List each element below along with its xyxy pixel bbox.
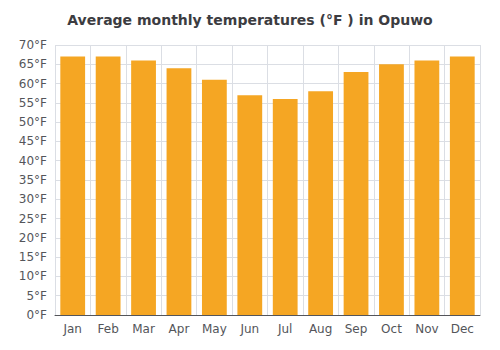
svg-text:65°F: 65°F [19, 57, 47, 71]
svg-text:60°F: 60°F [19, 77, 47, 91]
svg-text:0°F: 0°F [26, 308, 47, 322]
svg-text:20°F: 20°F [19, 231, 47, 245]
svg-text:Feb: Feb [98, 322, 119, 336]
svg-text:Aug: Aug [309, 322, 332, 336]
svg-text:Jun: Jun [239, 322, 259, 336]
svg-text:Oct: Oct [381, 322, 402, 336]
svg-text:25°F: 25°F [19, 212, 47, 226]
svg-text:Apr: Apr [169, 322, 190, 336]
svg-text:Sep: Sep [345, 322, 368, 336]
svg-text:55°F: 55°F [19, 96, 47, 110]
svg-text:5°F: 5°F [26, 289, 47, 303]
svg-text:50°F: 50°F [19, 115, 47, 129]
svg-text:70°F: 70°F [19, 38, 47, 52]
svg-text:May: May [202, 322, 227, 336]
svg-text:35°F: 35°F [19, 173, 47, 187]
svg-text:Nov: Nov [415, 322, 438, 336]
svg-text:30°F: 30°F [19, 192, 47, 206]
svg-text:40°F: 40°F [19, 154, 47, 168]
svg-text:15°F: 15°F [19, 250, 47, 264]
svg-text:Dec: Dec [451, 322, 474, 336]
svg-text:10°F: 10°F [19, 269, 47, 283]
svg-text:Jan: Jan [62, 322, 82, 336]
svg-text:Mar: Mar [132, 322, 155, 336]
svg-text:Average monthly temperatures (: Average monthly temperatures (°F ) in Op… [67, 12, 433, 28]
svg-text:Jul: Jul [277, 322, 292, 336]
svg-text:45°F: 45°F [19, 134, 47, 148]
